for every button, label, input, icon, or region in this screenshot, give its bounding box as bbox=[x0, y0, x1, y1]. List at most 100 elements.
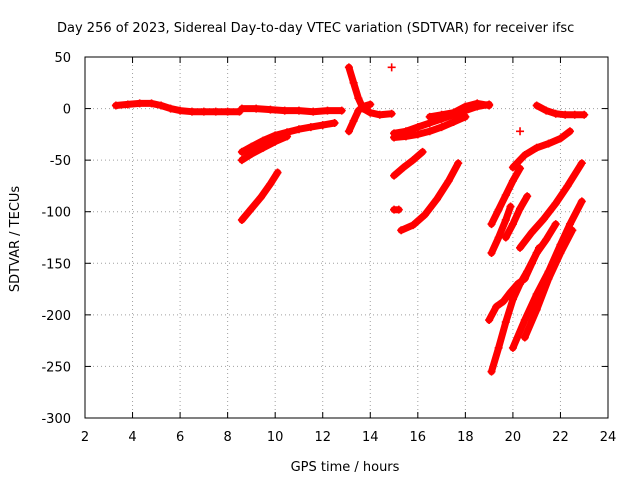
data-point bbox=[157, 101, 166, 110]
data-point bbox=[199, 107, 208, 116]
data-point bbox=[273, 168, 282, 177]
data-point bbox=[556, 134, 565, 143]
data-point bbox=[577, 159, 586, 168]
x-axis-label: GPS time / hours bbox=[291, 460, 400, 475]
data-points bbox=[111, 63, 589, 376]
x-tick-label: 12 bbox=[314, 430, 331, 445]
series-track bbox=[488, 203, 514, 257]
data-point bbox=[294, 125, 303, 134]
x-axis-ticks: 2 4 6 8 10 12 14 16 18 20 22 24 bbox=[81, 57, 616, 445]
data-point bbox=[413, 130, 422, 139]
series-arc-steep-1 bbox=[237, 168, 282, 224]
data-point bbox=[577, 197, 586, 206]
data-point bbox=[147, 99, 156, 108]
grid-lines bbox=[85, 57, 608, 418]
data-point bbox=[563, 181, 572, 190]
data-point bbox=[283, 132, 292, 141]
data-point bbox=[330, 119, 339, 128]
series-arc-midday-flat bbox=[237, 104, 346, 116]
y-axis-label: SDTVAR / TECUs bbox=[8, 186, 23, 293]
y-tick-label: -250 bbox=[41, 360, 71, 375]
data-point bbox=[366, 100, 375, 109]
data-point bbox=[494, 205, 503, 214]
data-point bbox=[473, 99, 482, 108]
data-point bbox=[418, 147, 427, 156]
x-tick-label: 4 bbox=[128, 430, 136, 445]
series-arc-late-rise-1 bbox=[508, 127, 574, 172]
data-point bbox=[501, 215, 510, 224]
data-point bbox=[252, 104, 261, 113]
data-point bbox=[532, 101, 541, 110]
data-point bbox=[485, 316, 494, 325]
data-point bbox=[523, 192, 532, 201]
data-point bbox=[551, 199, 560, 208]
data-point bbox=[306, 123, 315, 132]
data-point bbox=[323, 106, 332, 115]
data-point bbox=[508, 343, 517, 352]
data-point bbox=[551, 220, 560, 229]
series-track bbox=[516, 159, 586, 252]
data-point bbox=[123, 100, 132, 109]
data-point bbox=[425, 127, 434, 136]
plot-frame bbox=[84, 56, 609, 419]
data-point bbox=[444, 176, 453, 185]
data-point bbox=[556, 248, 565, 257]
data-point bbox=[449, 108, 458, 117]
data-point bbox=[397, 226, 406, 235]
series-arc-early-flat bbox=[111, 99, 244, 116]
series-arc-late-rise-3 bbox=[487, 202, 515, 257]
data-point bbox=[461, 102, 470, 111]
data-point bbox=[501, 318, 510, 327]
y-tick-label: -50 bbox=[50, 154, 71, 169]
y-tick-label: 50 bbox=[54, 51, 71, 66]
series-track bbox=[397, 159, 462, 234]
x-tick-label: 16 bbox=[410, 430, 427, 445]
data-point bbox=[508, 163, 517, 172]
series-track bbox=[521, 226, 576, 341]
data-point bbox=[187, 107, 196, 116]
data-point bbox=[256, 193, 265, 202]
series-outlier-3 bbox=[516, 127, 525, 136]
data-point bbox=[539, 214, 548, 223]
data-point bbox=[409, 221, 418, 230]
data-point bbox=[280, 106, 289, 115]
y-tick-label: -150 bbox=[41, 257, 71, 272]
data-point bbox=[223, 107, 232, 116]
data-point bbox=[294, 106, 303, 115]
data-point bbox=[565, 220, 574, 229]
x-tick-label: 14 bbox=[362, 430, 379, 445]
data-point bbox=[337, 106, 346, 115]
data-point bbox=[390, 133, 399, 142]
data-point bbox=[449, 117, 458, 126]
data-point bbox=[542, 235, 551, 244]
data-point bbox=[354, 106, 363, 115]
x-tick-label: 10 bbox=[267, 430, 284, 445]
data-point bbox=[494, 233, 503, 242]
data-point bbox=[176, 106, 185, 115]
data-point bbox=[508, 176, 517, 185]
series-arc-late-rise-7 bbox=[487, 220, 560, 376]
series-arc-mid-2 bbox=[397, 159, 463, 235]
data-point bbox=[237, 215, 246, 224]
data-point bbox=[387, 63, 396, 72]
data-point bbox=[344, 127, 353, 136]
data-point bbox=[516, 243, 525, 252]
data-point bbox=[485, 101, 494, 110]
data-point bbox=[551, 109, 560, 118]
data-point bbox=[516, 279, 525, 288]
data-point bbox=[570, 110, 579, 119]
data-point bbox=[387, 109, 396, 118]
data-point bbox=[520, 316, 529, 325]
data-point bbox=[461, 112, 470, 121]
data-point bbox=[366, 108, 375, 117]
series-arc-late-rise-4 bbox=[501, 192, 532, 242]
series-arc-cross-up bbox=[344, 100, 375, 136]
data-point bbox=[499, 297, 508, 306]
data-point bbox=[394, 205, 403, 214]
series-arc-cross-down bbox=[344, 63, 396, 119]
series-track bbox=[238, 169, 282, 224]
data-point bbox=[401, 132, 410, 141]
data-point bbox=[266, 105, 275, 114]
data-point bbox=[516, 204, 525, 213]
x-tick-label: 18 bbox=[457, 430, 474, 445]
